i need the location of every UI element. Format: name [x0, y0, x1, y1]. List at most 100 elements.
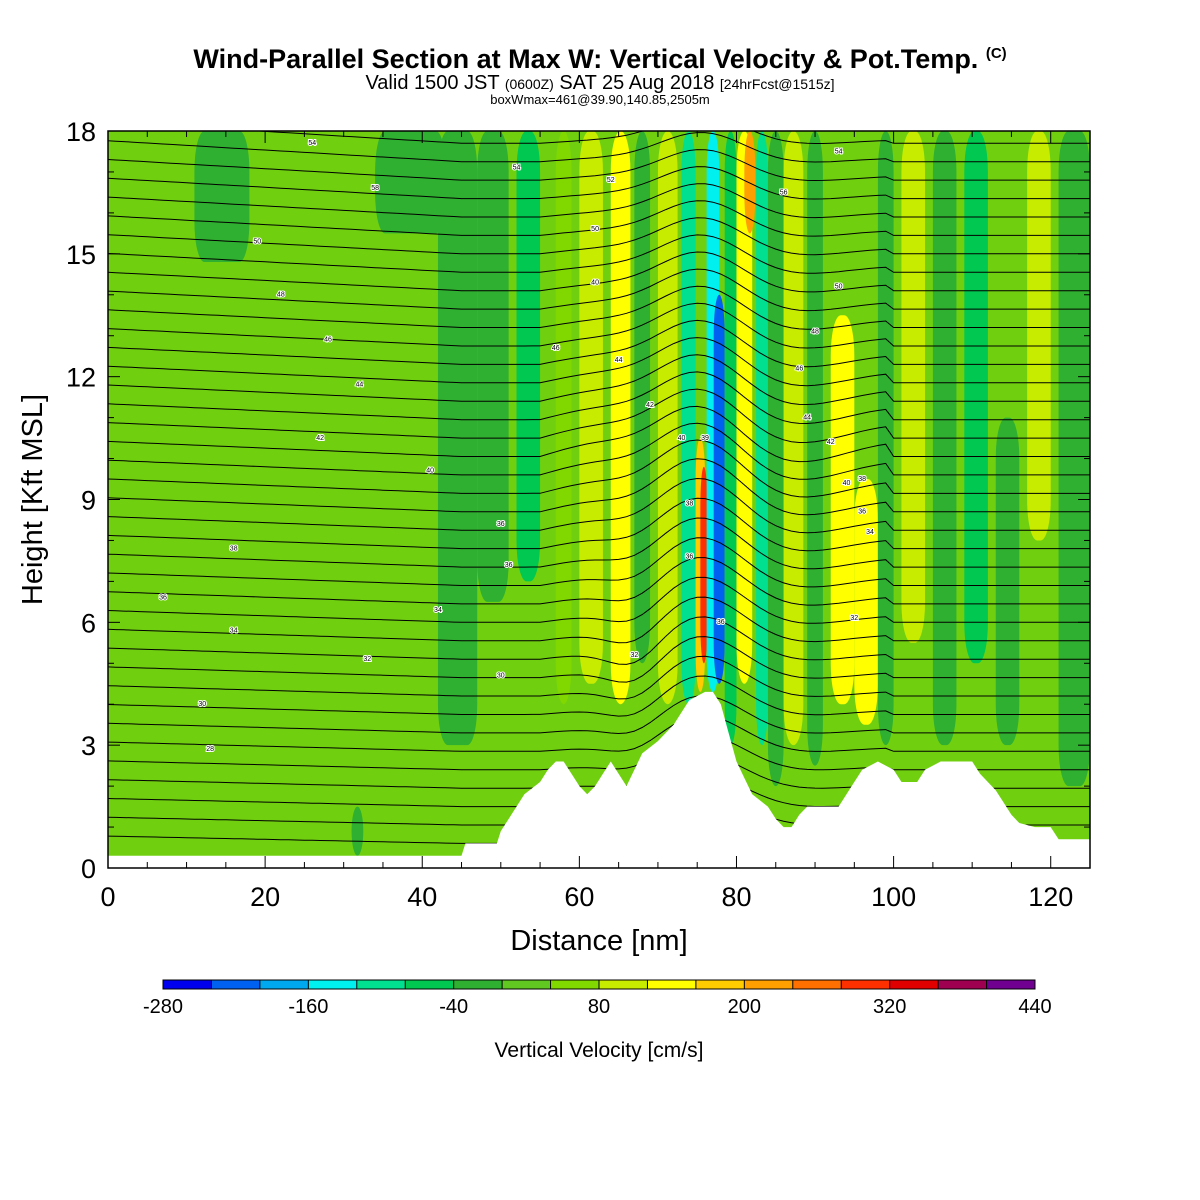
- y-tick-label: 12: [66, 363, 96, 393]
- colorbar-swatch: [259, 980, 309, 989]
- box-info: boxWmax=461@39.90,140.85,2505m: [490, 92, 710, 107]
- theta-label: 44: [355, 382, 363, 389]
- isentrope-line: [108, 714, 1090, 752]
- isentrope-line: [108, 477, 1090, 534]
- theta-label: 56: [780, 189, 788, 196]
- theta-label: 32: [363, 656, 371, 663]
- velocity-band: [634, 131, 651, 664]
- velocity-band: [756, 131, 768, 746]
- velocity-band: [555, 131, 572, 705]
- isentrope-line: [108, 497, 1090, 552]
- velocity-band: [877, 131, 894, 746]
- colorbar-swatch: [211, 980, 261, 989]
- theta-label: 28: [206, 746, 214, 753]
- velocity-band: [477, 131, 509, 602]
- theta-label: 34: [434, 607, 442, 614]
- isentrope-line: [108, 655, 1090, 700]
- theta-label: 38: [230, 545, 238, 552]
- isentrope-line: [108, 234, 1090, 274]
- theta-label: 30: [198, 701, 206, 708]
- x-tick-label: 120: [1028, 882, 1073, 912]
- isentrope-line: [108, 354, 1090, 406]
- theta-label: 36: [505, 562, 513, 569]
- colorbar-tick-label: -280: [143, 996, 183, 1018]
- velocity-band: [767, 131, 784, 787]
- theta-label: 38: [858, 476, 866, 483]
- isentrope-line: [108, 302, 1090, 349]
- theta-label: 50: [591, 226, 599, 233]
- velocity-band: [375, 131, 446, 234]
- x-tick-label: 40: [407, 882, 437, 912]
- isentropes: [108, 99, 1090, 844]
- colorbar-tick-label: -40: [439, 996, 468, 1018]
- velocity-band: [657, 131, 678, 705]
- velocity-band: [1027, 131, 1051, 541]
- copyright-mark: (C): [985, 45, 1007, 62]
- isentrope-line: [108, 388, 1090, 444]
- isentrope-line: [108, 557, 1090, 606]
- velocity-band: [783, 131, 804, 746]
- velocity-band: [610, 131, 631, 705]
- isentrope-line: [108, 183, 1090, 219]
- isentrope-line: [108, 251, 1090, 293]
- x-tick-label: 20: [250, 882, 280, 912]
- velocity-band: [736, 131, 753, 684]
- theta-label: 46: [795, 365, 803, 372]
- colorbar-swatch: [938, 980, 988, 989]
- theta-label: 48: [811, 328, 819, 335]
- isentrope-line: [108, 337, 1090, 387]
- colorbar-tick-label: 320: [873, 996, 906, 1018]
- x-tick-label: 60: [564, 882, 594, 912]
- theta-label: 58: [371, 185, 379, 192]
- theta-label: 30: [497, 672, 505, 679]
- colorbar-tick-label: 80: [588, 996, 610, 1018]
- velocity-band: [807, 131, 823, 766]
- isentrope-line: [108, 439, 1090, 498]
- theta-label: 54: [308, 140, 316, 147]
- isentrope-line: [108, 422, 1090, 480]
- isentrope-line: [108, 268, 1090, 312]
- theta-label: 32: [850, 615, 858, 622]
- terrain: [108, 691, 1090, 868]
- isentrope-line: [108, 675, 1090, 717]
- theta-label: 39: [701, 435, 709, 442]
- y-tick-label: 0: [81, 854, 96, 884]
- colorbar-tick-label: 200: [728, 996, 761, 1018]
- isentrope-line: [108, 636, 1090, 683]
- velocity-band: [516, 131, 541, 582]
- theta-label: 44: [803, 414, 811, 421]
- velocity-band: [854, 479, 878, 725]
- isentrope-line: [108, 319, 1090, 368]
- isentrope-line: [108, 695, 1090, 735]
- title-text: Wind-Parallel Section at Max W: Vertical…: [193, 44, 979, 74]
- theta-label: 36: [497, 521, 505, 528]
- y-tick-label: 18: [66, 117, 96, 147]
- colorbar-swatch: [599, 980, 648, 989]
- x-tick-label: 0: [100, 882, 115, 912]
- theta-label: 54: [835, 148, 843, 155]
- colorbar-swatch: [356, 980, 406, 989]
- colorbar-swatch: [453, 980, 503, 989]
- isentrope-line: [108, 166, 1090, 200]
- colorbar-swatch: [502, 980, 552, 989]
- velocity-band: [351, 806, 364, 856]
- y-tick-label: 15: [66, 240, 96, 270]
- plot-area: 54 54 58 52 50 50 48 40 46 46 44 44 42 42 40 39 40 38 36 38…: [108, 99, 1090, 868]
- valid-main: Valid 1500 JST: [365, 72, 500, 94]
- valid-utc: (0600Z): [504, 76, 554, 92]
- x-tick-label: 100: [871, 882, 916, 912]
- y-tick-label: 3: [81, 731, 96, 761]
- y-axis-label: Height [Kft MSL]: [17, 394, 49, 605]
- theta-label: 46: [552, 345, 560, 352]
- colorbar-swatch: [550, 980, 600, 989]
- velocity-band: [194, 131, 250, 263]
- theta-label: 38: [685, 500, 693, 507]
- isentrope-line: [108, 99, 1090, 126]
- colorbar-swatch: [889, 980, 939, 989]
- velocity-band: [901, 131, 926, 643]
- velocity-band: [713, 294, 725, 684]
- colorbar-swatch: [841, 980, 891, 989]
- theta-label: 42: [646, 402, 654, 409]
- valid-forecast: [24hrFcst@1515z]: [719, 76, 835, 92]
